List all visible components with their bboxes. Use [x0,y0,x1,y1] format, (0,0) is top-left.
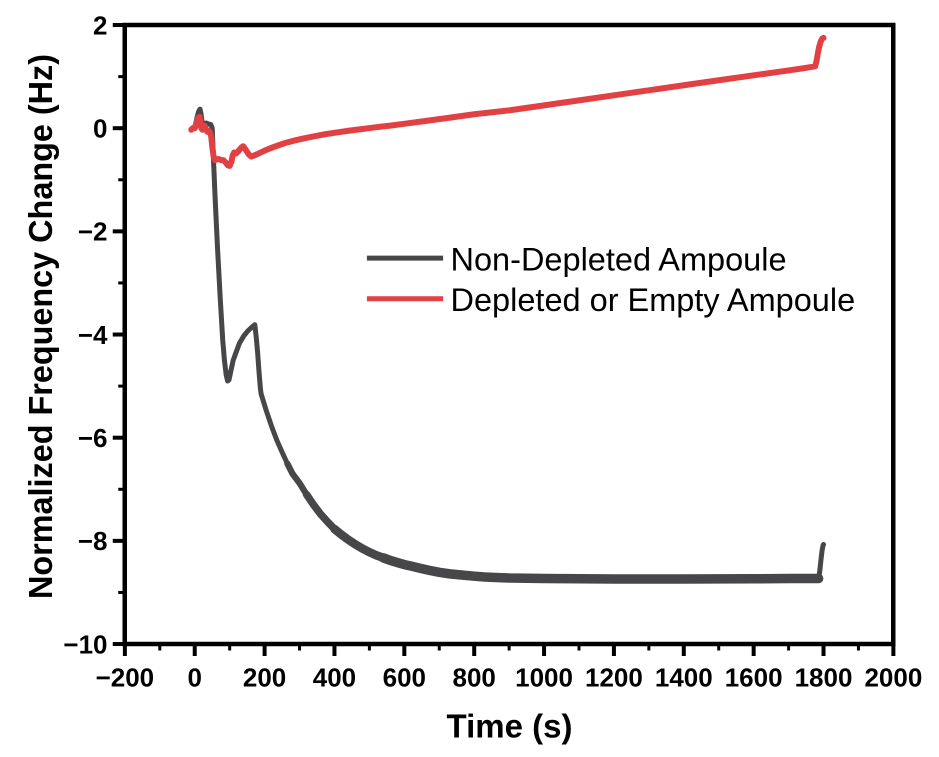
svg-text:1600: 1600 [725,663,783,693]
svg-text:1400: 1400 [655,663,713,693]
svg-text:Depleted or Empty Ampoule: Depleted or Empty Ampoule [451,282,856,318]
svg-text:1000: 1000 [515,663,573,693]
svg-text:0: 0 [188,663,202,693]
svg-text:200: 200 [243,663,286,693]
svg-text:−6: −6 [78,423,108,453]
svg-text:1200: 1200 [585,663,643,693]
svg-text:−200: −200 [96,663,155,693]
svg-text:Normalized Frequency Change (H: Normalized Frequency Change (Hz) [22,54,59,599]
svg-text:600: 600 [383,663,426,693]
svg-text:−4: −4 [78,320,108,350]
svg-text:0: 0 [93,114,107,144]
svg-text:Time (s): Time (s) [447,708,573,745]
svg-text:1800: 1800 [795,663,853,693]
svg-text:800: 800 [453,663,496,693]
svg-text:2000: 2000 [864,663,922,693]
svg-text:2: 2 [93,10,107,40]
svg-text:Non-Depleted Ampoule: Non-Depleted Ampoule [451,241,787,277]
svg-text:−8: −8 [78,526,108,556]
svg-text:−10: −10 [63,629,107,659]
svg-text:−2: −2 [78,217,108,247]
svg-text:400: 400 [313,663,356,693]
